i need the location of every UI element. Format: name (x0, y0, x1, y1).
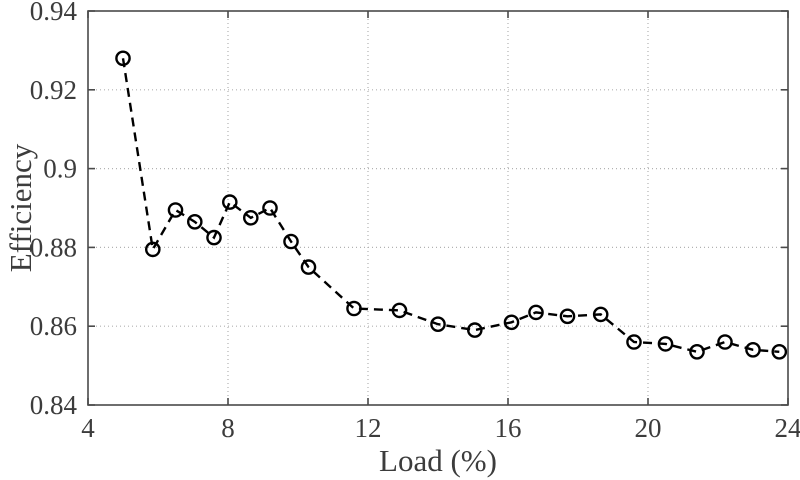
y-tick-label: 0.88 (30, 232, 77, 262)
x-tick-label: 12 (355, 413, 382, 443)
x-axis-title: Load (%) (379, 443, 497, 478)
series-line (121, 58, 780, 354)
data-point-marker (115, 50, 131, 67)
data-point-marker (300, 259, 317, 275)
data-point-marker (745, 341, 761, 358)
data-point-marker (717, 334, 733, 350)
data-point-marker (559, 308, 576, 325)
y-tick-label: 0.94 (30, 0, 78, 26)
x-tick-label: 24 (775, 413, 800, 443)
x-tick-label: 20 (635, 413, 662, 443)
data-point-marker (221, 194, 238, 210)
data-point-marker (430, 316, 446, 333)
y-tick-label: 0.9 (43, 154, 77, 184)
x-tick-label: 4 (81, 413, 95, 443)
axes-box (87, 10, 789, 406)
data-point-marker (242, 209, 259, 226)
data-point-marker (186, 213, 203, 230)
data-point-marker (771, 343, 788, 360)
x-tick-label: 8 (221, 413, 235, 443)
y-axis-title: Efficiency (3, 143, 38, 272)
y-tick-label: 0.86 (30, 311, 77, 341)
data-point-marker (503, 314, 520, 331)
y-tick-label: 0.84 (30, 390, 78, 420)
data-point-marker (391, 302, 408, 319)
grid-lines (88, 11, 788, 405)
plot-border (87, 10, 789, 406)
tick-labels: 4 8 12 16 20 24 0.84 0.86 0.88 0.9 0.92 0.94 (30, 0, 800, 443)
data-point-marker (167, 202, 184, 218)
data-point-marker (528, 304, 544, 321)
data-point-marker (626, 334, 642, 350)
data-series (115, 50, 788, 360)
data-point-marker (466, 322, 483, 338)
data-point-marker (144, 241, 161, 258)
y-tick-label: 0.92 (30, 75, 77, 105)
data-point-marker (262, 200, 278, 216)
data-point-marker (206, 229, 222, 246)
data-point-marker (283, 233, 299, 250)
data-point-marker (346, 300, 362, 317)
data-point-marker (657, 336, 674, 352)
data-point-marker (689, 343, 705, 360)
data-point-marker (592, 306, 609, 323)
x-tick-label: 16 (495, 413, 522, 443)
